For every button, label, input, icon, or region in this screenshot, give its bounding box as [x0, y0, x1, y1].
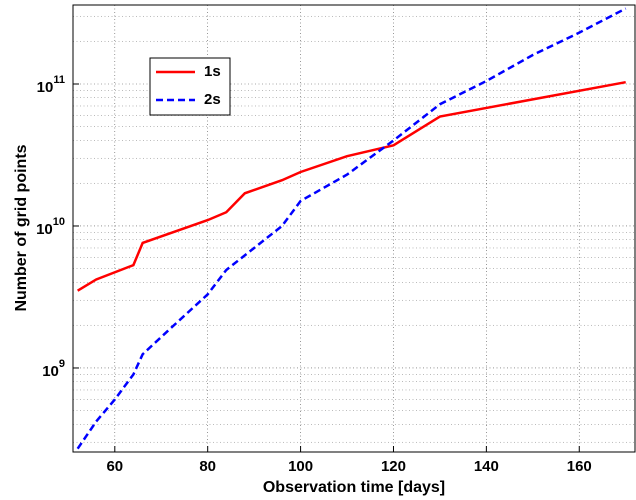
plot-frame	[72, 4, 636, 453]
x-tick-label: 80	[199, 458, 216, 475]
x-tick-label: 120	[381, 458, 406, 475]
y-tick-label: 109	[42, 358, 65, 380]
tick-exponent: 10	[53, 216, 65, 228]
x-axis-label: Observation time [days]	[263, 479, 445, 496]
tick-base: 10	[37, 79, 54, 96]
y-tick-label: 1010	[36, 216, 65, 238]
tick-exponent: 11	[53, 74, 65, 86]
x-tick-label: 60	[106, 458, 123, 475]
y-axis-label: Number of grid points	[13, 144, 30, 311]
x-tick-label: 140	[474, 458, 499, 475]
series-line	[76, 80, 626, 292]
series-line	[76, 7, 627, 450]
legend-label: 1s	[204, 63, 221, 80]
legend-box	[149, 57, 231, 116]
tick-base: 10	[36, 221, 53, 238]
x-tick-label: 160	[567, 458, 592, 475]
tick-base: 10	[42, 363, 59, 380]
legend-label: 2s	[204, 91, 221, 108]
x-tick-label: 100	[288, 458, 313, 475]
y-tick-label: 1011	[37, 74, 65, 96]
tick-exponent: 9	[59, 358, 65, 370]
